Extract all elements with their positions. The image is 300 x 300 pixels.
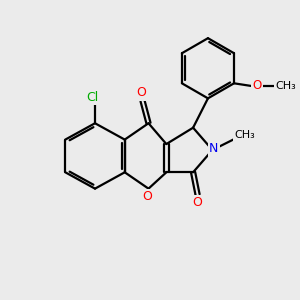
Text: O: O (253, 79, 262, 92)
Text: O: O (136, 86, 146, 99)
Text: CH₃: CH₃ (275, 81, 296, 91)
Text: O: O (142, 190, 152, 203)
Text: CH₃: CH₃ (234, 130, 255, 140)
Text: N: N (209, 142, 219, 155)
Text: Cl: Cl (86, 91, 98, 103)
Text: O: O (193, 196, 202, 209)
